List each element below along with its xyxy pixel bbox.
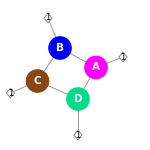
Text: A: A [92,63,100,72]
Polygon shape [119,52,127,62]
Circle shape [85,56,107,79]
Polygon shape [44,13,52,23]
Text: B: B [56,43,64,53]
Text: 1: 1 [75,130,81,140]
Circle shape [49,37,71,59]
Text: 1: 1 [8,88,13,98]
Polygon shape [74,130,82,140]
Text: C: C [34,76,41,86]
Text: D: D [74,94,82,104]
Polygon shape [6,88,15,98]
Circle shape [67,88,89,110]
Text: 1: 1 [120,52,126,62]
Text: 1: 1 [45,14,51,22]
Circle shape [26,70,49,92]
